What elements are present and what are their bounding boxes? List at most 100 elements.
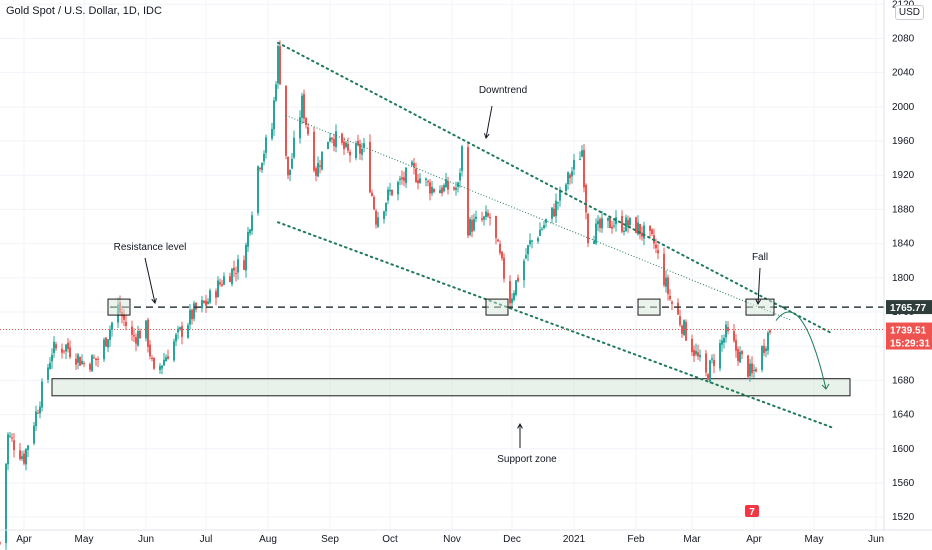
candle-body — [159, 366, 161, 370]
candle-body — [49, 362, 51, 369]
box-resistance-2 — [485, 298, 509, 316]
candle-body — [473, 219, 475, 231]
candle-body — [641, 232, 643, 237]
support-zone — [51, 378, 851, 397]
time-tick-label: Jun — [868, 534, 884, 545]
candle-body — [83, 363, 85, 365]
candle-body — [569, 174, 571, 179]
price-tick-label: 1560 — [892, 478, 915, 489]
candle-body — [587, 213, 589, 244]
price-axis[interactable]: 2120208020402000196019201880184018001760… — [883, 0, 932, 550]
candle-body — [411, 161, 413, 166]
candle-body — [335, 131, 337, 148]
projected-fall-arrow — [821, 383, 830, 390]
candle-body — [635, 217, 637, 234]
candle-body — [265, 137, 267, 153]
candle-body — [483, 216, 485, 220]
candle-body — [509, 281, 511, 304]
candle-body — [713, 359, 715, 366]
grid — [0, 0, 884, 530]
candle-body — [551, 207, 553, 219]
candle-body — [447, 181, 449, 190]
candle-body — [279, 46, 281, 85]
candle-body — [431, 187, 433, 194]
candle-body — [55, 344, 57, 349]
candle-body — [105, 337, 107, 347]
candle-body — [613, 225, 615, 227]
candle-body — [347, 143, 349, 151]
candle-body — [599, 218, 601, 228]
time-axis[interactable]: Apr May Jun Jul Aug Sep Oct Nov Dec 2021 Feb Mar Apr… — [0, 529, 932, 545]
candle-body — [329, 137, 331, 142]
candle-body — [405, 167, 407, 184]
candle-body — [217, 280, 219, 298]
candle-body — [471, 219, 473, 232]
candle-body — [503, 257, 505, 279]
candle-body — [601, 218, 603, 229]
candle-body — [289, 169, 291, 176]
candle-body — [247, 232, 249, 247]
candle-body — [147, 319, 149, 347]
candle-body — [557, 202, 559, 204]
candle-body — [303, 94, 305, 119]
fall-arrow-head — [755, 299, 762, 306]
candle-body — [373, 197, 375, 210]
candle-body — [481, 218, 483, 220]
candle-body — [345, 142, 347, 148]
annotations: Downtrend Resistance level Fall Support zon… — [114, 85, 768, 518]
candle-body — [95, 358, 97, 361]
candle-body — [209, 290, 211, 303]
candle-body — [485, 211, 487, 217]
candle-body — [583, 149, 585, 188]
candle-body — [625, 217, 627, 232]
candle-body — [13, 440, 15, 451]
candle-body — [741, 350, 743, 355]
candle-body — [259, 167, 261, 170]
candle-body — [615, 217, 617, 225]
candle-body — [27, 445, 29, 450]
candle-body — [571, 171, 573, 177]
candle-body — [399, 178, 401, 181]
candle-body — [413, 163, 415, 168]
candle-body — [5, 463, 7, 543]
candle-body — [739, 351, 741, 363]
candle-body — [671, 301, 673, 304]
candle-body — [475, 216, 477, 220]
candle-body — [63, 350, 65, 352]
candle-body — [725, 324, 727, 338]
candle-body — [455, 187, 457, 190]
candle-body — [489, 216, 491, 219]
event-badge-count: 7 — [749, 507, 755, 518]
time-tick-label: May — [805, 534, 824, 545]
candle-body — [607, 217, 609, 221]
candle-body — [719, 343, 721, 369]
price-tick-label: 1920 — [892, 170, 915, 181]
candle-body — [275, 84, 277, 101]
candle-body — [427, 181, 429, 183]
candle-body — [573, 160, 575, 170]
candle-body — [257, 166, 259, 214]
candle-body — [131, 326, 133, 335]
candle-body — [419, 178, 421, 184]
candle-body — [721, 340, 723, 345]
candle-body — [219, 282, 221, 285]
candle-body — [371, 192, 373, 196]
candle-body — [749, 363, 751, 377]
candle-body — [417, 180, 419, 184]
candle-body — [545, 219, 547, 223]
candle-body — [581, 150, 583, 157]
price-tick-label: 1880 — [892, 204, 915, 215]
candle-body — [711, 358, 713, 360]
time-tick-label: Dec — [503, 534, 521, 545]
candle-body — [469, 218, 471, 236]
downtrend-upper-line — [277, 41, 833, 335]
candle-body — [523, 260, 525, 281]
price-tick-label: 1520 — [892, 512, 915, 523]
candle-body — [459, 173, 461, 181]
candle-body — [163, 359, 165, 366]
currency-button[interactable]: USD — [894, 5, 924, 20]
candle-body — [761, 346, 763, 370]
time-tick-label: Mar — [683, 534, 701, 545]
downtrend-label: Downtrend — [479, 85, 527, 96]
